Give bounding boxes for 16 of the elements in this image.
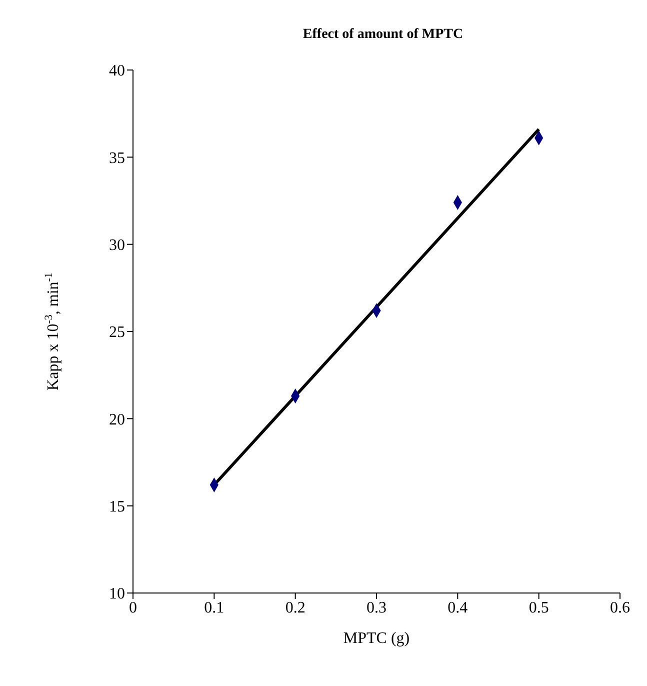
x-tick-label: 0.1 xyxy=(204,599,224,616)
x-tick-label: 0.4 xyxy=(448,599,468,616)
x-tick-label: 0.2 xyxy=(285,599,306,616)
y-tick-label: 25 xyxy=(109,324,125,342)
x-tick-label: 0.3 xyxy=(366,599,386,616)
x-tick-label: 0 xyxy=(129,599,137,616)
y-tick-label: 10 xyxy=(109,586,125,603)
y-tick-label: 30 xyxy=(109,237,125,254)
x-tick-label: 0.6 xyxy=(610,599,630,616)
x-tick-label: 0.5 xyxy=(528,599,549,616)
y-tick-label: 35 xyxy=(109,150,125,167)
y-tick-label: 15 xyxy=(109,498,125,516)
chart-title: Effect of amount of MPTC xyxy=(302,27,464,42)
y-tick-label: 20 xyxy=(109,411,125,428)
y-tick-label: 40 xyxy=(109,62,125,80)
x-axis-title: MPTC (g) xyxy=(343,630,410,647)
